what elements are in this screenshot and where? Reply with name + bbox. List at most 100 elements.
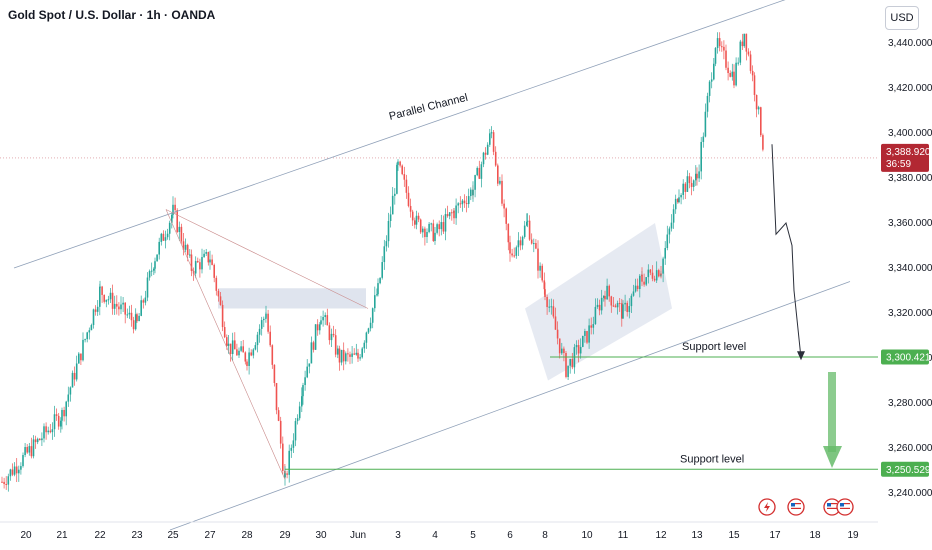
candle-body [482,152,485,165]
candle-body [403,174,406,180]
candle-body [747,51,750,55]
candle-body [265,313,267,318]
candle-body [236,349,238,356]
candle-body [84,339,86,341]
candle-body [221,304,224,328]
candle-body [556,329,559,339]
candle-body [399,161,401,166]
candle-body [688,176,691,184]
candle-body [606,285,608,300]
candle-body [292,440,295,448]
candle-body [486,144,489,155]
us-flag-icon[interactable] [836,498,854,516]
candle-body [213,264,215,278]
candle-body [521,236,524,246]
x-tick-label: 13 [691,530,703,541]
candle-body [499,180,501,184]
candle-body [680,194,682,198]
candle-body [227,343,230,346]
candle-body [302,385,304,397]
candle-body [533,243,535,245]
candle-body [636,285,639,289]
candle-body [708,81,711,96]
candle-body [558,338,561,354]
candle-body [632,291,635,296]
candle-body [571,358,574,368]
candle-body [282,443,284,471]
candle-body [194,261,197,274]
candle-body [621,303,623,319]
candle-body [242,346,244,353]
support-label-lower: Support level [680,453,744,465]
candle-body [563,348,565,354]
candle-body [753,75,756,95]
lightning-icon[interactable] [758,498,776,516]
candle-body [275,382,278,411]
candle-body [749,54,752,71]
candle-body [700,141,702,172]
candle-body [13,466,16,475]
candle-body [405,179,408,193]
candle-body [334,335,337,355]
candle-body [294,421,297,441]
candle-body [126,314,129,316]
candle-body [273,364,276,383]
candle-body [741,41,744,47]
candle-body [409,205,412,212]
candle-body [511,253,513,256]
candle-body [743,33,746,47]
candle-body [226,337,228,346]
candle-body [153,268,155,271]
candle-body [643,281,645,285]
event-icons[interactable] [758,498,854,516]
candle-body [716,38,719,49]
candle-body [383,246,386,263]
candle-body [729,73,731,77]
candle-body [501,180,503,204]
candle-body [158,241,160,255]
candle-body [543,280,546,290]
candle-body [122,302,124,305]
x-tick-label: 30 [315,530,327,541]
candle-body [376,294,378,296]
candle-body [426,231,428,238]
candle-body [365,332,368,343]
candle-body [672,209,675,223]
candle-body [467,196,470,205]
candle-body [387,220,390,242]
candle-body [146,277,149,298]
support-price-tag-upper [881,349,929,365]
x-tick-label: 5 [470,530,476,541]
support-price-tag-lower [881,461,929,477]
candle-body [575,345,578,348]
candle-body [448,212,451,217]
x-tick-label: 18 [809,530,821,541]
candle-body [436,224,438,233]
us-flag-icon[interactable] [787,498,805,516]
candle-body [704,111,707,137]
candle-body [82,339,84,361]
candle-body [298,406,301,419]
candle-body [489,133,491,145]
currency-button[interactable]: USD [885,6,919,30]
x-tick-label: 12 [655,530,667,541]
candle-body [61,409,63,421]
candle-body [509,242,511,254]
candle-body [246,361,248,366]
candle-body [330,333,333,341]
candle-body [677,198,679,203]
candle-body [328,325,331,341]
candle-body [277,410,280,421]
candle-body [124,302,126,315]
candle-body [304,377,306,386]
candle-body [148,271,151,278]
candle-body [105,299,108,302]
candle-body [541,265,543,281]
candle-body [75,363,78,380]
candle-body [438,224,440,230]
candle-body [172,204,174,215]
candle-body [655,270,658,281]
candle-body [369,322,372,329]
candle-body [537,248,539,271]
